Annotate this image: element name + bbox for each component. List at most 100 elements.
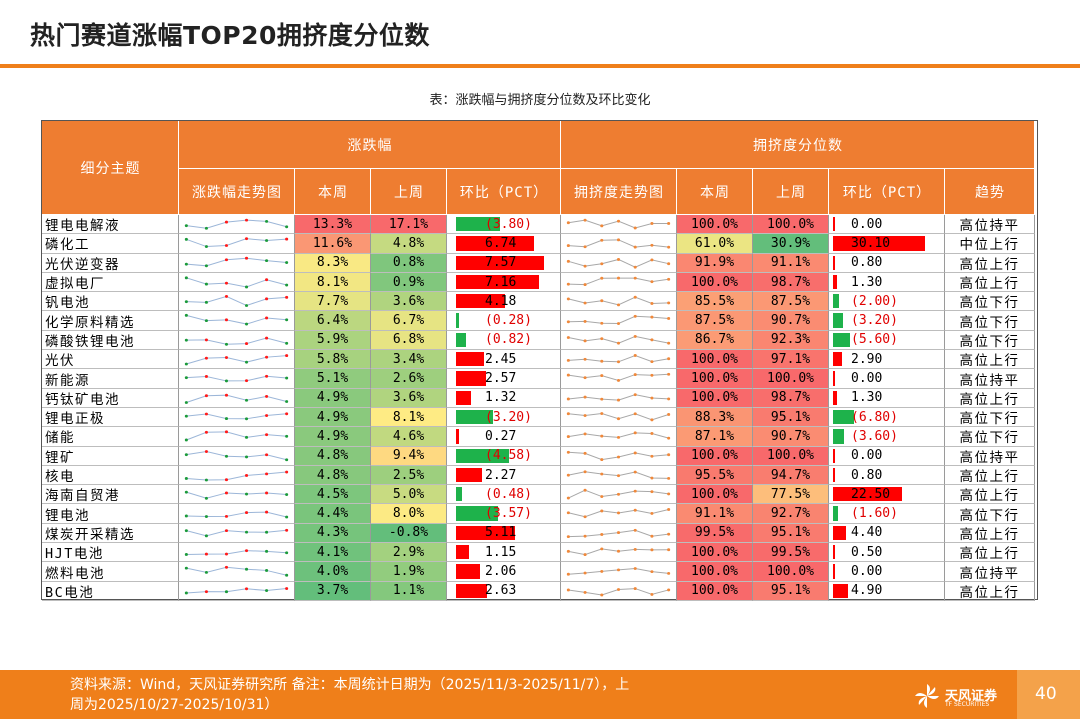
change-qoq: (4.58) [447, 446, 561, 466]
sparkline-point [650, 570, 654, 574]
page-number: 40 [1035, 684, 1057, 704]
crowd-last-week: 95.1% [753, 523, 829, 544]
sparkline-path [186, 492, 286, 498]
sparkline-point [667, 452, 671, 456]
sparkline-point [245, 237, 249, 241]
sparkline-point [633, 412, 637, 416]
sparkline-point [224, 393, 228, 397]
crowd-last-week: 98.7% [753, 272, 829, 293]
sparkline-point [224, 379, 228, 383]
sparkline-point [616, 549, 621, 553]
table-row-topic: 燃料电池 [42, 562, 179, 582]
sparkline-point [285, 528, 289, 532]
sparkline-point [566, 511, 570, 515]
sparkline-point [224, 478, 228, 481]
sparkline-point [600, 472, 604, 476]
change-sparkline [184, 549, 289, 556]
crowd-last-week: 100.0% [753, 215, 829, 235]
sparkline-point [184, 438, 188, 442]
crowd-sparkline [566, 238, 671, 249]
sparkline-point [650, 316, 654, 319]
sparkline-point [184, 490, 188, 494]
negative-bar [456, 217, 501, 232]
sparkline-path [186, 472, 286, 480]
bar-value: 30.10 [851, 235, 891, 251]
crowd-this-week: 100.0% [677, 562, 753, 582]
sparkline-point [184, 452, 188, 456]
sparkline-point [204, 393, 208, 397]
change-this-week: 7.7% [295, 292, 371, 312]
table-row-topic: 锂电池 [42, 504, 179, 524]
sparkline-point [633, 567, 637, 571]
sparkline-point [285, 260, 289, 264]
change-this-week: 6.4% [295, 311, 371, 331]
sparkline-point [600, 547, 604, 551]
sparkline-point [650, 396, 654, 400]
sparkline-point [667, 492, 671, 496]
sparkline-point [616, 379, 621, 383]
crowd-last-week: 92.7% [753, 504, 829, 524]
negative-bar [456, 332, 466, 348]
crowd-trend-cell [561, 388, 677, 408]
sparkline-point [616, 511, 621, 515]
header-this-week: 本周 [295, 169, 371, 215]
sparkline-point [566, 435, 570, 439]
change-this-week: 4.1% [295, 543, 371, 563]
sparkline-point [650, 512, 654, 516]
sparkline-point [566, 473, 570, 477]
change-last-week: 1.1% [371, 581, 447, 601]
table-row-topic: BC电池 [42, 581, 179, 601]
sparkline-point [633, 392, 637, 396]
change-last-week: 3.4% [371, 350, 447, 370]
table-row-topic: 化学原料精选 [42, 311, 179, 331]
sparkline-point [633, 489, 637, 493]
sparkline-point [285, 318, 289, 322]
sparkline-point [224, 220, 228, 224]
crowd-direction: 高位上行 [945, 350, 1035, 370]
change-sparkline [184, 256, 289, 267]
crowd-sparkline [566, 412, 671, 422]
crowd-direction: 高位持平 [945, 446, 1035, 466]
sparkline-point [566, 588, 570, 592]
sparkline-point [616, 360, 621, 364]
sparkline-point [245, 341, 249, 345]
sparkline-point [616, 303, 621, 307]
change-qoq: 2.06 [447, 562, 561, 582]
sparkline-point [224, 257, 228, 261]
bar-value: 2.06 [485, 563, 517, 579]
sparkline-point [583, 339, 587, 343]
sparkline-path [186, 377, 286, 382]
sparkline-point [224, 454, 228, 458]
crowd-trend-cell [561, 427, 677, 447]
positive-bar [833, 448, 835, 463]
negative-bar [456, 313, 460, 328]
crowd-trend-cell [561, 446, 677, 466]
sparkline-path [186, 568, 286, 576]
sparkline-point [633, 276, 637, 280]
crowd-sparkline [566, 392, 671, 402]
sparkline-point [633, 470, 637, 474]
change-trend-cell [179, 234, 295, 254]
crowd-qoq: 1.30 [829, 272, 945, 293]
sparkline-point [633, 354, 637, 357]
crowd-qoq: (3.60) [829, 427, 945, 447]
sparkline-point [600, 434, 604, 438]
crowd-direction: 高位上行 [945, 543, 1035, 563]
crowd-this-week: 87.5% [677, 311, 753, 331]
header-crowd-qoq: 环比（PCT） [829, 169, 945, 215]
sparkline-point [285, 376, 289, 380]
bar-value: 2.45 [485, 351, 517, 367]
crowd-this-week: 100.0% [677, 446, 753, 466]
sparkline-point [224, 430, 228, 434]
crowd-direction: 高位下行 [945, 292, 1035, 312]
crowd-qoq: (5.60) [829, 330, 945, 351]
sparkline-point [224, 356, 228, 360]
sparkline-point [566, 335, 570, 339]
crowd-last-week: 92.3% [753, 330, 829, 351]
crowd-trend-cell [561, 523, 677, 544]
sparkline-path [186, 588, 286, 592]
sparkline-point [265, 414, 269, 417]
sparkline-point [265, 472, 269, 476]
sparkline-point [583, 553, 587, 557]
sparkline-point [204, 589, 208, 593]
